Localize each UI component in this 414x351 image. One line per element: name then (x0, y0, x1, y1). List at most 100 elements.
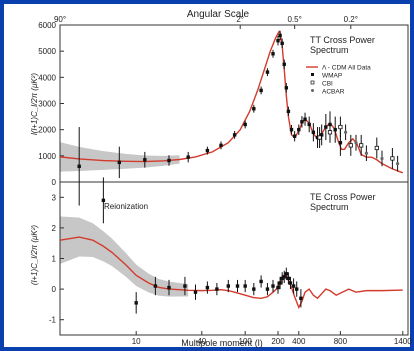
tt-cbi-point (348, 143, 353, 148)
legend-entry-label: CBI (322, 81, 333, 88)
x-tick-label: 10 (132, 337, 141, 346)
te-title-line-2: Spectrum (310, 202, 349, 212)
tt-title-line-1: TT Cross Power (310, 35, 375, 45)
te-cosmic-variance-band (60, 216, 189, 297)
x-tick-label: 800 (334, 337, 348, 346)
x-tick-label: 100 (239, 337, 253, 346)
tt-wmap-point (338, 141, 343, 145)
legend-entry-label: WMAP (322, 73, 342, 80)
te-wmap-point (167, 285, 171, 290)
te-wmap-point (278, 281, 282, 285)
tt-wmap-point (324, 125, 328, 129)
tt-wmap-point (284, 86, 289, 90)
tt-wmap-point (232, 133, 237, 137)
tt-model-curve (59, 30, 404, 174)
tt-cbi-point (390, 156, 395, 161)
tt-wmap-point (282, 62, 286, 66)
te-y-tick-label: 3 (52, 193, 57, 202)
te-wmap-point (215, 287, 219, 291)
te-model-curve (59, 236, 403, 310)
tt-wmap-point (259, 88, 263, 93)
tt-wmap-point (333, 127, 337, 132)
tt-acbar-point (380, 156, 384, 161)
tt-wmap-point (167, 158, 171, 163)
tt-wmap-point (276, 39, 280, 43)
tt-cbi-point (317, 135, 322, 140)
tt-wmap-point (186, 155, 190, 159)
te-wmap-point (134, 301, 138, 305)
tt-wmap-point (289, 127, 294, 132)
te-wmap-point (265, 287, 270, 291)
tt-y-axis-label: l(l+1)C_l/2π (μK²) (30, 73, 39, 135)
te-wmap-point (299, 296, 303, 300)
tt-y-tick-label: 6000 (38, 21, 56, 30)
tt-cbi-point (359, 143, 364, 148)
te-wmap-point (153, 284, 158, 288)
te-title-line-1: TE Cross Power (310, 192, 376, 202)
top-tick-label: 0.5° (287, 15, 301, 24)
tt-wmap-point (77, 164, 81, 168)
top-tick-label: 0.2° (344, 15, 358, 24)
tt-wmap-point (311, 130, 316, 134)
tt-wmap-point (243, 122, 247, 127)
te-wmap-point (271, 284, 275, 288)
tt-wmap-point (300, 120, 304, 124)
tt-wmap-point (219, 143, 223, 148)
tt-y-tick-label: 3000 (38, 100, 56, 109)
te-wmap-point (276, 285, 280, 290)
te-wmap-point (288, 281, 293, 285)
te-wmap-point (235, 284, 240, 288)
x-tick-label: 40 (197, 337, 206, 346)
tt-cbi-point (327, 130, 333, 135)
te-wmap-point (282, 275, 286, 279)
tt-wmap-point (271, 52, 275, 56)
x-tick-label: 400 (292, 337, 306, 346)
te-wmap-point (205, 285, 210, 290)
tt-wmap-point (319, 133, 324, 137)
tt-acbar-point (354, 141, 358, 145)
tt-wmap-point (143, 158, 147, 162)
te-wmap-point (284, 272, 289, 276)
te-wmap-point (252, 287, 256, 291)
top-tick-label: 90° (54, 15, 66, 24)
tt-acbar-point (396, 162, 400, 166)
x-axis-label: Multipole moment (l) (181, 338, 263, 348)
te-y-tick-label: 0 (52, 285, 57, 294)
tt-acbar-point (364, 151, 368, 155)
tt-wmap-point (252, 107, 256, 111)
tt-wmap-point (303, 117, 307, 121)
legend-wmap-swatch (311, 73, 314, 76)
tt-y-tick-label: 0 (52, 178, 57, 187)
top-tick-label: 2° (236, 15, 244, 24)
tt-wmap-point (307, 122, 311, 127)
te-wmap-point (101, 198, 106, 203)
tt-y-tick-label: 1000 (38, 152, 56, 161)
tt-wmap-point (286, 109, 291, 114)
te-y-tick-label: 1 (52, 255, 57, 264)
te-wmap-point (226, 284, 231, 288)
legend-entry-label: ACBAR (322, 89, 345, 96)
top-axis-label: Angular Scale (187, 9, 250, 20)
tt-wmap-point (265, 70, 270, 74)
tt-y-tick-label: 5000 (38, 47, 56, 56)
tt-cbi-point (338, 124, 343, 130)
reionization-annotation: Reionization (104, 202, 148, 211)
x-tick-label: 1400 (394, 337, 412, 346)
tt-wmap-point (117, 160, 122, 165)
te-y-axis-label: (l+1)C_l/2π (μK²) (30, 225, 39, 286)
te-wmap-point (280, 276, 284, 281)
tt-wmap-point (205, 148, 210, 153)
te-y-tick-label: 2 (52, 224, 57, 233)
te-wmap-point (243, 284, 247, 288)
te-wmap-point (259, 279, 263, 284)
tt-wmap-point (292, 134, 297, 138)
tt-wmap-point (278, 33, 282, 38)
te-y-tick-label: -1 (49, 316, 57, 325)
tt-title-line-2: Spectrum (310, 45, 349, 55)
tt-y-tick-label: 2000 (38, 126, 56, 135)
tt-wmap-point (280, 41, 284, 46)
legend-entry-label: Λ - CDM All Data (322, 65, 371, 72)
tt-wmap-point (297, 127, 301, 132)
te-wmap-point (286, 276, 291, 281)
